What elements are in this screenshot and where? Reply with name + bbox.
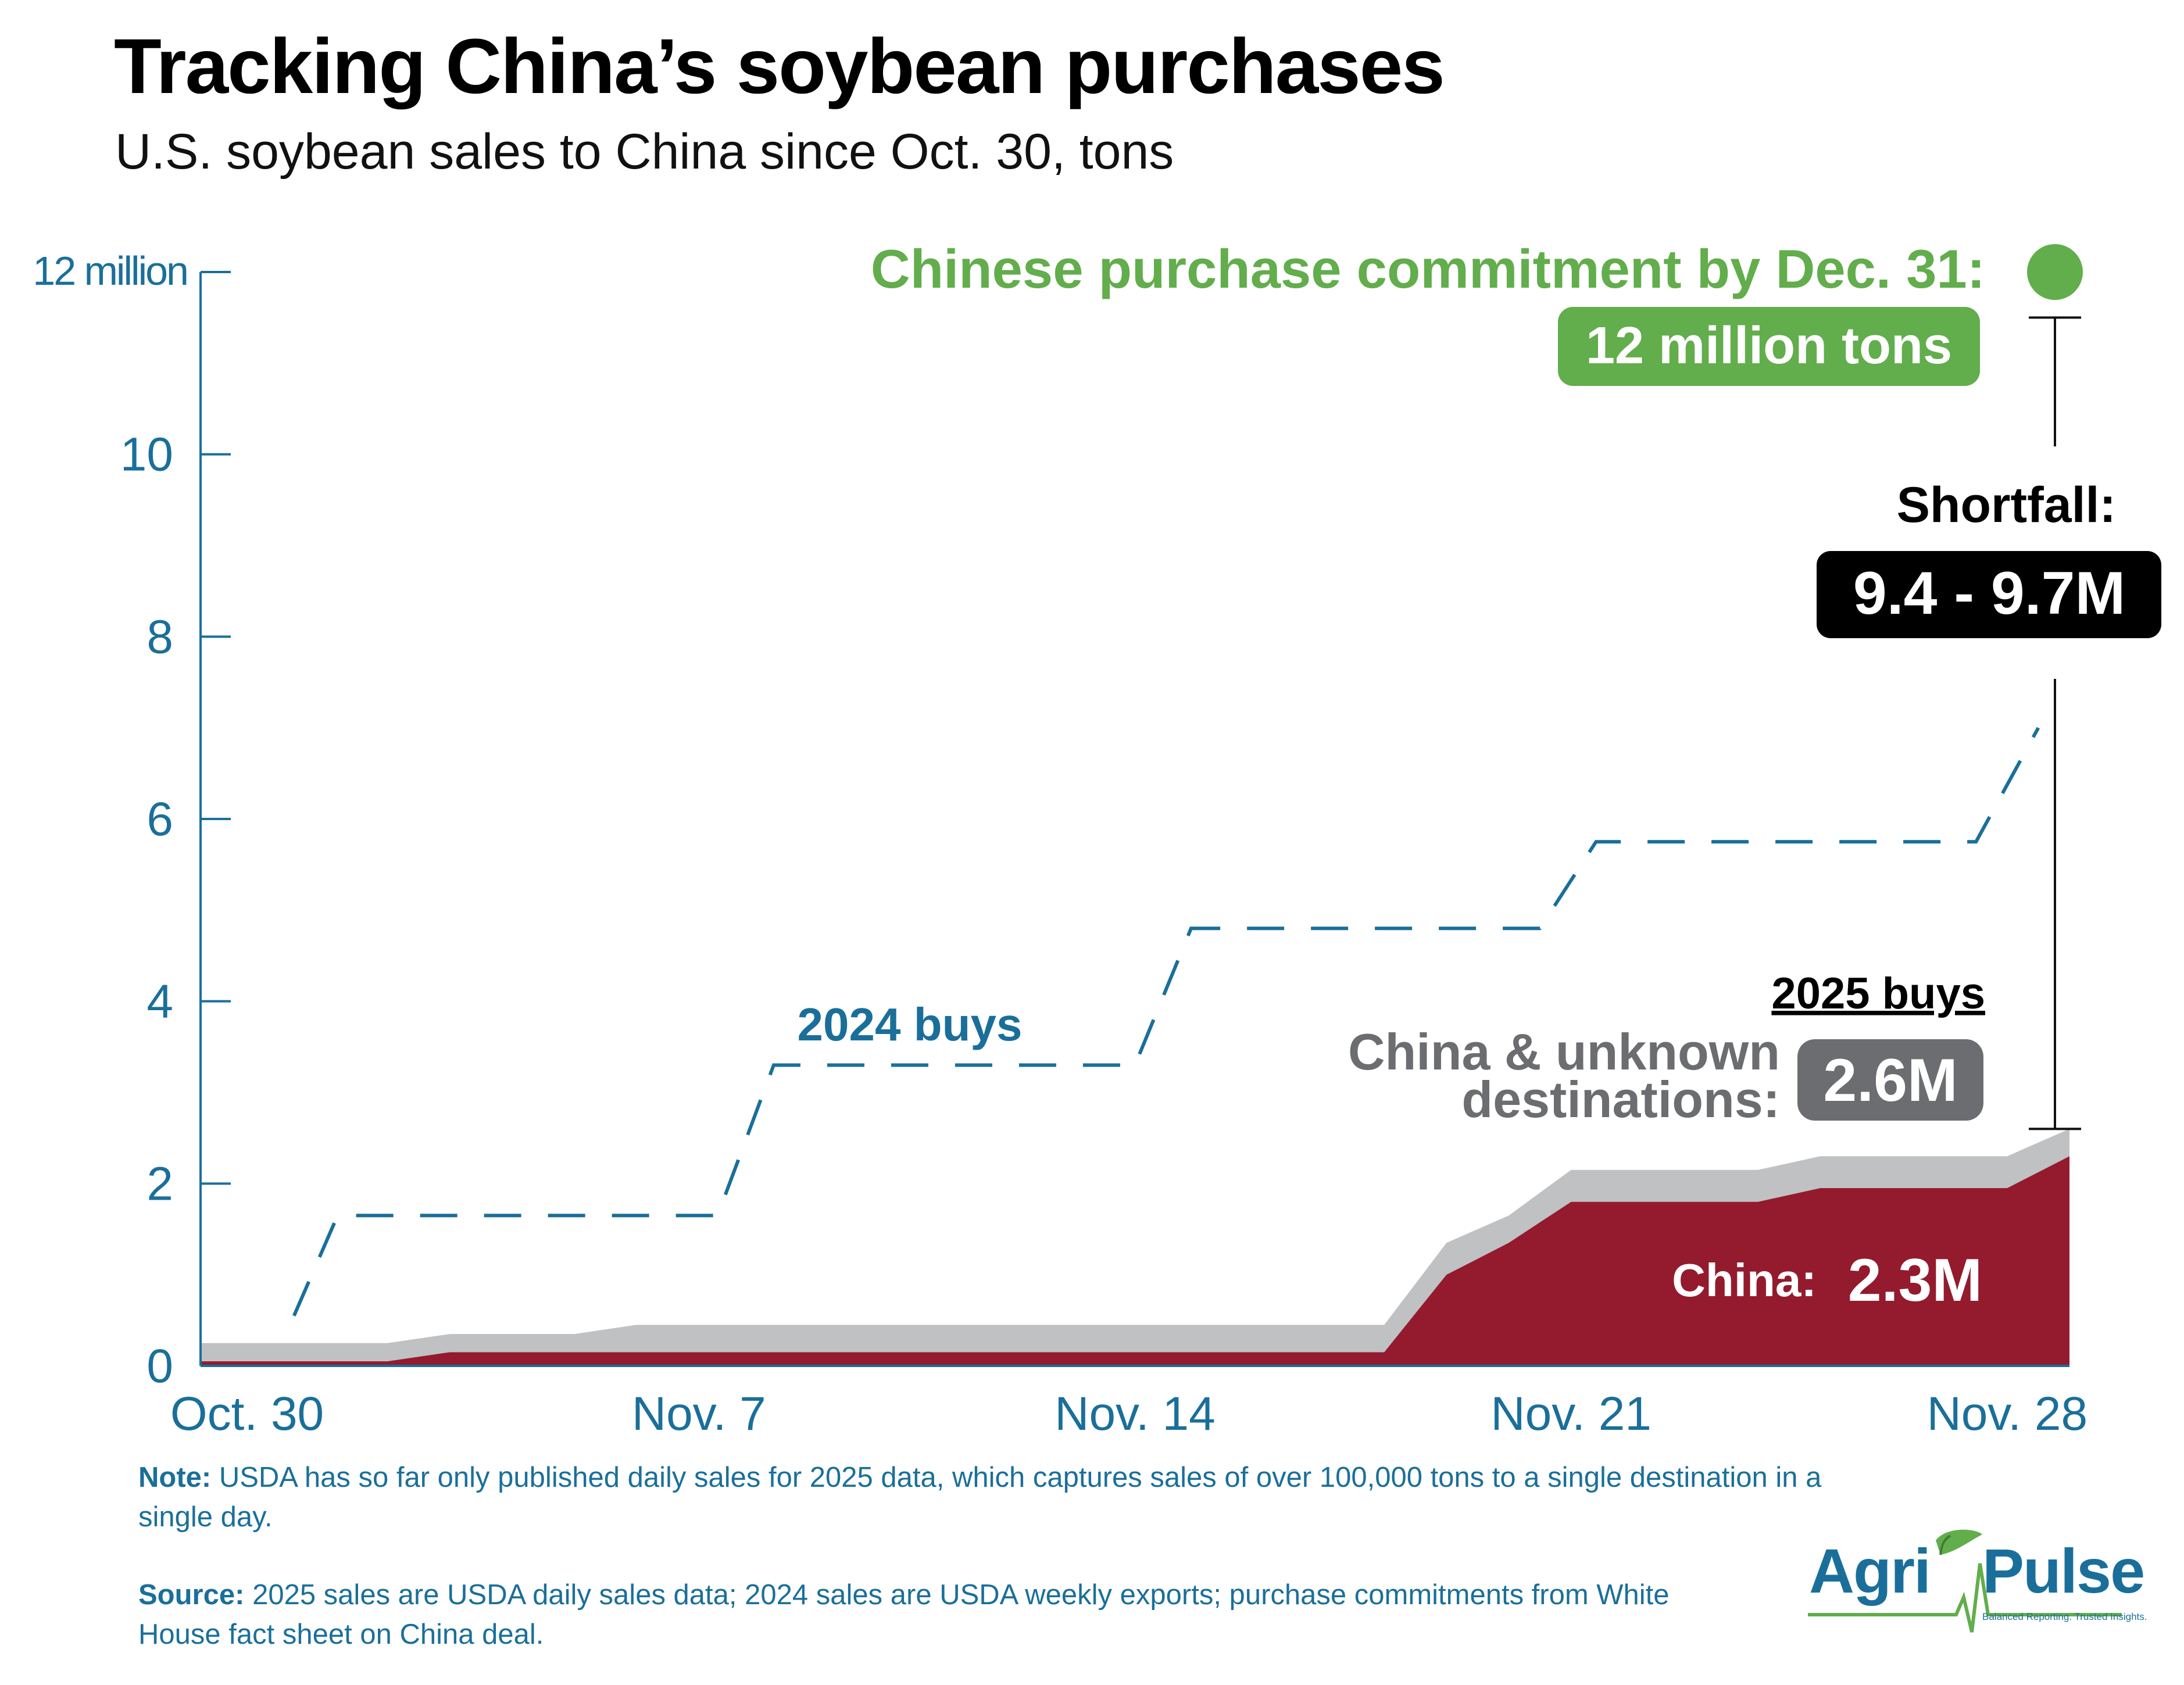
china-unknown-label-2: destinations:: [1461, 1071, 1780, 1128]
logo-leaf-icon: [1808, 1529, 2122, 1633]
x-tick-label: Nov. 7: [632, 1387, 766, 1440]
commitment-dot: [2027, 244, 2083, 300]
y-tick-label-4: 4: [146, 975, 173, 1028]
shortfall-label: Shortfall:: [1897, 477, 2116, 533]
logo-agri: Agri: [1809, 1536, 1931, 1606]
commitment-value: 12 million tons: [1586, 317, 1952, 375]
y-tick-label-8: 8: [146, 610, 173, 663]
x-tick-label: Oct. 30: [170, 1387, 324, 1440]
china-label: China:: [1672, 1254, 1817, 1306]
line-2024-buys: [292, 727, 2040, 1316]
agripulse-logo: Agri Pulse Balanced Reporting. Trusted I…: [1808, 1529, 2147, 1645]
soybean-chart: 0 2 4 6 8 10 12 million Oct. 30 Nov. 7 Nov. 14 Nov…: [33, 238, 2161, 1440]
y-tick-label-10: 10: [120, 428, 173, 481]
logo-pulse: Pulse: [1982, 1536, 2145, 1606]
shortfall-badge: [1817, 551, 2161, 638]
y-tick-label-0: 0: [146, 1340, 173, 1393]
x-tick-label: Nov. 14: [1055, 1387, 1216, 1440]
buys-2025-label: 2025 buys: [1771, 969, 1985, 1018]
note-label: Note:: [138, 1462, 212, 1493]
logo-tagline: Balanced Reporting. Trusted Insights.: [1982, 1611, 2147, 1622]
y-tick-label-6: 6: [146, 793, 173, 846]
china-unknown-value: 2.6M: [1823, 1047, 1957, 1114]
china-unknown-badge: [1797, 1039, 1983, 1121]
commitment-label: Chinese purchase commitment by Dec. 31:: [871, 238, 1985, 299]
x-tick-label: Nov. 21: [1490, 1387, 1652, 1440]
chart-title: Tracking China’s soybean purchases: [114, 23, 1445, 110]
commitment-badge: [1558, 307, 1980, 386]
note-text: Note: USDA has so far only published dai…: [138, 1458, 1871, 1537]
buys-2024-label: 2024 buys: [798, 999, 1023, 1050]
x-tick-label: Nov. 28: [1927, 1387, 2088, 1440]
china-unknown-label-1: China & unknown: [1348, 1023, 1780, 1081]
source-text: Source: 2025 sales are USDA daily sales …: [138, 1575, 1708, 1654]
y-tick-label-2: 2: [146, 1157, 173, 1210]
area-china: [201, 1156, 2069, 1366]
china-value: 2.3M: [1848, 1247, 1982, 1314]
source-label: Source:: [138, 1579, 245, 1611]
shortfall-value: 9.4 - 9.7M: [1853, 560, 2125, 627]
note-body: USDA has so far only published daily sal…: [138, 1462, 1822, 1533]
y-tick-label-12: 12 million: [33, 248, 187, 294]
chart-subtitle: U.S. soybean sales to China since Oct. 3…: [115, 124, 1174, 180]
source-body: 2025 sales are USDA daily sales data; 20…: [138, 1579, 1670, 1650]
